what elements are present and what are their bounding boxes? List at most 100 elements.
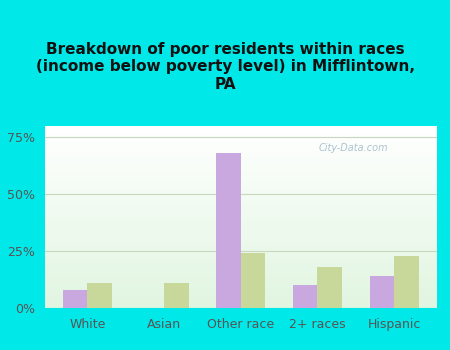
Bar (45, 142, 436, 144)
Bar (369, 276, 394, 308)
Bar (45, 228, 436, 230)
Bar (45, 132, 436, 133)
Bar (45, 217, 436, 219)
Bar (45, 250, 436, 252)
Bar (45, 239, 436, 241)
Bar (45, 155, 436, 157)
Bar (45, 302, 436, 304)
Bar (45, 181, 436, 182)
Bar (45, 201, 436, 202)
Bar (394, 256, 418, 308)
Bar (45, 162, 436, 164)
Bar (45, 168, 436, 170)
Bar (45, 126, 436, 128)
Bar (45, 232, 436, 233)
Bar (45, 243, 436, 244)
Bar (45, 255, 436, 257)
Bar (45, 130, 436, 132)
Text: City-Data.com: City-Data.com (319, 143, 389, 153)
Bar (45, 244, 436, 246)
Bar (45, 223, 436, 224)
Bar (317, 267, 342, 308)
Bar (45, 133, 436, 135)
Bar (45, 182, 436, 184)
Bar (45, 275, 436, 277)
Bar (45, 175, 436, 177)
Bar (45, 252, 436, 253)
Bar (45, 199, 436, 201)
Bar (45, 301, 436, 302)
Bar (45, 148, 436, 150)
Bar (45, 306, 436, 308)
Bar (45, 128, 436, 130)
Bar (45, 193, 436, 195)
Bar (45, 177, 436, 179)
Bar (45, 191, 436, 193)
Bar (45, 152, 436, 153)
Bar (45, 292, 436, 293)
Bar (45, 188, 436, 190)
Bar (45, 299, 436, 301)
Bar (45, 161, 436, 162)
Bar (45, 224, 436, 226)
Bar (45, 197, 436, 199)
Bar (45, 204, 436, 206)
Bar (45, 137, 436, 139)
Bar (45, 297, 436, 299)
Bar (45, 279, 436, 281)
Bar (45, 253, 436, 255)
Bar (45, 170, 436, 172)
Bar (45, 146, 436, 148)
Bar (45, 281, 436, 282)
Bar (45, 295, 436, 297)
Bar (45, 206, 436, 208)
Bar (45, 284, 436, 286)
Bar (45, 186, 436, 188)
Bar (45, 215, 436, 217)
Bar (45, 241, 436, 243)
Bar (45, 226, 436, 228)
Bar (45, 184, 436, 186)
Bar (45, 272, 436, 273)
Bar (45, 230, 436, 232)
Bar (45, 139, 436, 141)
Bar (45, 219, 436, 220)
Bar (45, 144, 436, 146)
Bar (45, 135, 436, 137)
Bar (45, 248, 436, 250)
Bar (45, 159, 436, 161)
Bar (45, 208, 436, 210)
Bar (45, 195, 436, 197)
Bar (45, 293, 436, 295)
Bar (45, 290, 436, 292)
Bar (45, 246, 436, 248)
Bar (45, 233, 436, 235)
Bar (45, 266, 436, 268)
Bar (293, 285, 317, 308)
Bar (216, 153, 241, 308)
Bar (63, 290, 87, 308)
Bar (45, 173, 436, 175)
Bar (45, 262, 436, 264)
Bar (45, 259, 436, 261)
Bar (45, 273, 436, 275)
Bar (45, 172, 436, 173)
Bar (45, 190, 436, 191)
Bar (45, 202, 436, 204)
Bar (164, 283, 189, 308)
Bar (45, 210, 436, 211)
Bar (45, 220, 436, 223)
Bar (45, 304, 436, 306)
Bar (45, 141, 436, 142)
Bar (45, 179, 436, 181)
Bar (45, 214, 436, 215)
Bar (45, 286, 436, 288)
Bar (45, 166, 436, 168)
Bar (45, 257, 436, 259)
Bar (45, 153, 436, 155)
Bar (45, 282, 436, 284)
Bar (45, 277, 436, 279)
Bar (45, 288, 436, 290)
Bar (45, 235, 436, 237)
Bar (45, 157, 436, 159)
